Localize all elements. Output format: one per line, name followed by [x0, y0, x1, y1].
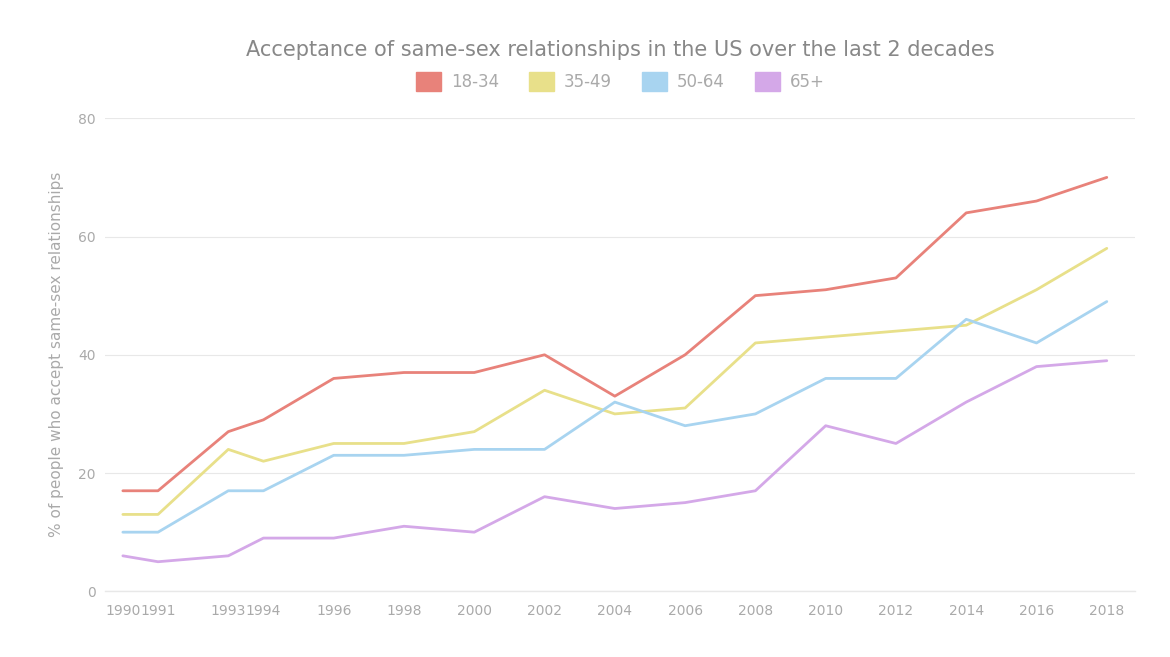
Legend: 18-34, 35-49, 50-64, 65+: 18-34, 35-49, 50-64, 65+	[410, 65, 831, 98]
Title: Acceptance of same-sex relationships in the US over the last 2 decades: Acceptance of same-sex relationships in …	[246, 40, 994, 60]
Y-axis label: % of people who accept same-sex relationships: % of people who accept same-sex relation…	[49, 172, 64, 537]
